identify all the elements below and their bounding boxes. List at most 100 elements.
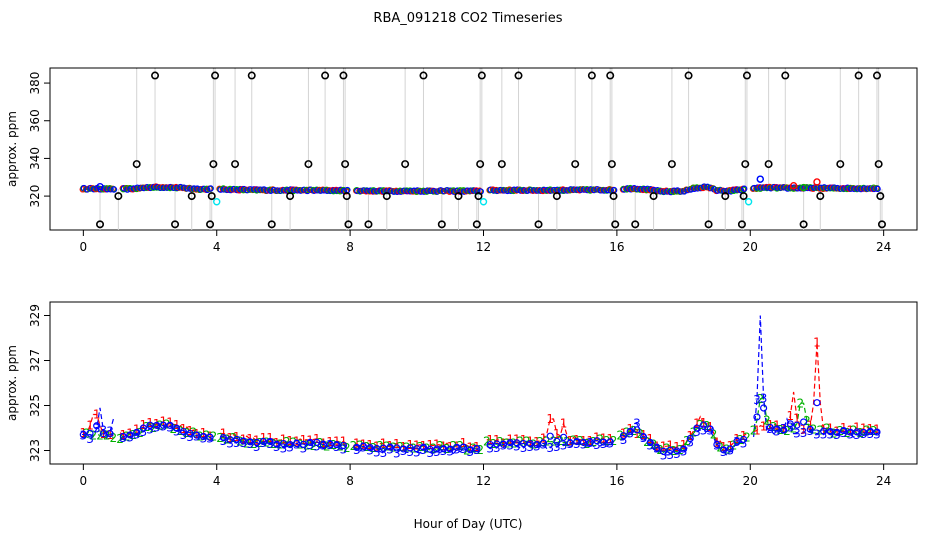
series-label-3: 3 (200, 432, 208, 446)
x-tick-label: 4 (213, 474, 221, 488)
mean-point (713, 440, 721, 449)
series-label-3: 3 (580, 438, 588, 452)
series-label-1: 1 (486, 433, 494, 447)
mean-point (453, 443, 461, 451)
baseline-point (110, 186, 118, 193)
outlier-point (206, 220, 215, 229)
outlier-point (799, 220, 808, 229)
mean-point (286, 441, 294, 449)
top-y-axis-label: approx. ppm (5, 111, 19, 187)
highlight-point (213, 198, 221, 206)
series-label-3: 3 (726, 443, 734, 457)
series-label-3: 3 (766, 422, 774, 436)
figure-title: RBA_091218 CO2 Timeseries (373, 11, 562, 26)
series-label-1: 1 (633, 427, 641, 441)
mean-point (233, 435, 241, 443)
mean-point (99, 430, 107, 438)
mean-point (813, 399, 821, 407)
series-label-2: 2 (96, 428, 104, 442)
series-label-3: 3 (800, 426, 808, 440)
mean-point (579, 438, 588, 447)
mean-point (353, 443, 361, 452)
series-label-2: 2 (683, 434, 691, 448)
series-label-1: 1 (353, 437, 361, 451)
series-label-1: 1 (193, 427, 201, 441)
outlier-point (342, 192, 351, 201)
outlier-point (209, 160, 218, 169)
series-label-2: 2 (636, 427, 644, 441)
mean-point (653, 444, 661, 452)
series-label-1: 1 (846, 424, 854, 438)
series-label-2: 2 (796, 396, 804, 410)
series-label-3: 3 (533, 439, 541, 453)
series-label-3: 3 (566, 437, 574, 451)
outlier-point (587, 71, 596, 80)
series-label-3: 3 (280, 442, 288, 456)
series-label-1: 1 (286, 434, 294, 448)
series-label-1: 1 (273, 436, 281, 450)
mean-point (853, 428, 861, 436)
series-label-3: 3 (720, 445, 728, 459)
mean-point (753, 413, 761, 421)
y-tick-label: 325 (28, 394, 42, 417)
x-tick-label: 0 (80, 474, 88, 488)
series-label-1: 1 (380, 437, 388, 451)
mean-point (873, 428, 881, 436)
y-tick-label: 323 (28, 439, 42, 462)
series-label-3: 3 (426, 446, 434, 460)
top-plot-frame (49, 67, 918, 231)
series-label-1: 1 (733, 432, 741, 446)
series-label-3: 3 (360, 440, 368, 454)
series-label-3: 3 (300, 442, 308, 456)
outlier-point (704, 220, 713, 229)
series-label-1: 1 (206, 430, 214, 444)
x-tick-label: 8 (346, 240, 354, 254)
highlight-point (744, 198, 753, 206)
x-tick-label: 12 (476, 240, 491, 254)
series-label-3: 3 (246, 437, 254, 451)
series-label-1: 1 (760, 420, 768, 434)
series-label-3: 3 (666, 448, 674, 462)
series-label-3: 3 (606, 437, 614, 451)
mean-point (780, 426, 788, 434)
x-tick-label: 8 (346, 474, 354, 488)
series-label-1: 1 (93, 408, 101, 422)
series-label-3: 3 (653, 442, 661, 456)
mean-point (466, 446, 474, 454)
series-label-2: 2 (283, 435, 291, 449)
mean-point (539, 439, 548, 447)
outlier-point (207, 192, 216, 201)
mean-point (719, 446, 728, 454)
outlier-point (339, 71, 348, 80)
series-label-3: 3 (226, 436, 234, 450)
mean-point (206, 433, 214, 441)
y-tick-label: 360 (28, 109, 42, 132)
series-label-3: 3 (473, 443, 481, 457)
outlier-point (477, 71, 486, 80)
mean-point (79, 431, 87, 439)
mean-point (733, 437, 741, 445)
series-label-1: 1 (700, 416, 708, 430)
series-label-2: 2 (750, 424, 758, 438)
outlier-point (96, 220, 105, 229)
outlier-point (497, 160, 506, 169)
mean-point (173, 424, 181, 432)
series-label-1: 1 (833, 424, 841, 438)
y-tick-label: 340 (28, 147, 42, 170)
series-label-2: 2 (376, 439, 384, 453)
series-label-2: 2 (663, 442, 671, 456)
x-tick-label: 0 (80, 240, 88, 254)
series-label-3: 3 (80, 429, 88, 443)
series-label-3: 3 (713, 438, 721, 452)
series-label-1: 1 (793, 411, 801, 425)
series-label-2: 2 (323, 440, 331, 454)
series-label-1: 1 (620, 426, 628, 440)
mean-point (673, 447, 681, 455)
series-label-2: 2 (90, 428, 98, 442)
mean-point (760, 404, 768, 412)
mean-point (326, 440, 334, 448)
series-label-1: 1 (493, 433, 501, 447)
mean-point (846, 428, 854, 436)
series-label-2: 2 (710, 428, 718, 442)
